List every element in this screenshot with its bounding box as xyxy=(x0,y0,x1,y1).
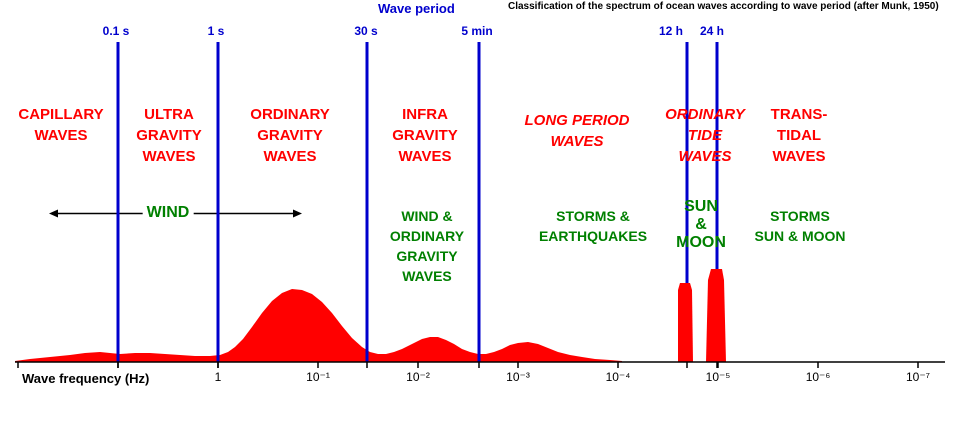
force-label-sun-moon: SUN & MOON xyxy=(676,198,726,251)
period-tick-24h: 24 h xyxy=(699,24,725,38)
freq-tick-1e-7: 10⁻⁷ xyxy=(905,370,931,384)
freq-tick-1e-4: 10⁻⁴ xyxy=(605,370,631,384)
freq-tick-1: 1 xyxy=(214,370,222,384)
period-tick-1s: 1 s xyxy=(207,24,225,38)
band-label-long-period-waves: LONG PERIOD WAVES xyxy=(524,112,630,150)
freq-tick-1e-1: 10⁻¹ xyxy=(306,370,330,384)
freq-tick-1e-5: 10⁻⁵ xyxy=(705,370,731,384)
period-tick-5min: 5 min xyxy=(461,24,493,38)
force-label-wind-ordinary-gravity: WIND & ORDINARY GRAVITY WAVES xyxy=(389,208,465,284)
wind-arrowhead-left xyxy=(49,209,58,218)
period-tick-0.1s: 0.1 s xyxy=(102,24,130,38)
band-label-ordinary-tide-waves: ORDINARY TIDE WAVES xyxy=(665,106,745,165)
wave-energy-spectrum-curve xyxy=(15,289,622,362)
wind-arrowhead-right xyxy=(293,209,302,218)
period-axis-label: Wave period xyxy=(378,1,455,16)
force-label-storms-sun-moon: STORMS SUN & MOON xyxy=(754,208,846,244)
frequency-axis-label: Wave frequency (Hz) xyxy=(22,371,150,386)
band-label-capillary-waves: CAPILLARY WAVES xyxy=(18,106,104,144)
period-tick-30s: 30 s xyxy=(354,24,378,38)
tide-energy-bar-0 xyxy=(678,283,693,362)
legend-box xyxy=(905,183,957,249)
tide-range-box xyxy=(672,62,742,293)
period-tick-12h: 12 h xyxy=(658,24,684,38)
freq-tick-1e-2: 10⁻² xyxy=(406,370,430,384)
force-label-wind: WIND xyxy=(142,204,194,222)
freq-tick-1e-3: 10⁻³ xyxy=(506,370,530,384)
freq-tick-1e-6: 10⁻⁶ xyxy=(805,370,831,384)
band-label-ordinary-gravity-waves: ORDINARY GRAVITY WAVES xyxy=(250,106,330,165)
figure-title: Classification of the spectrum of ocean … xyxy=(508,1,939,12)
force-label-storms-earthquakes: STORMS & EARTHQUAKES xyxy=(538,208,648,244)
band-label-ultra-gravity-waves: ULTRA GRAVITY WAVES xyxy=(136,106,202,165)
tide-energy-bar-1 xyxy=(706,269,726,362)
band-label-trans-tidal-waves: TRANS- TIDAL WAVES xyxy=(770,106,828,165)
band-label-infra-gravity-waves: INFRA GRAVITY WAVES xyxy=(392,106,458,165)
